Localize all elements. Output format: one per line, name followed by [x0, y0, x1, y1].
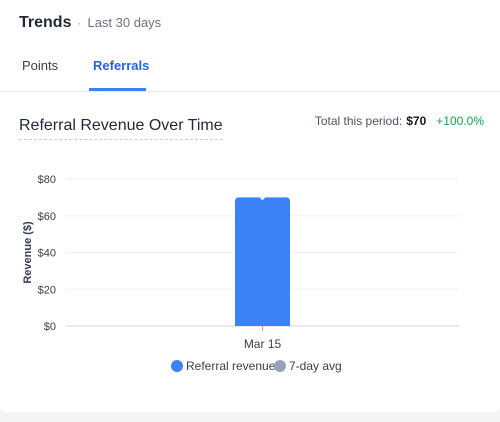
- revenue-chart: $0 $20 $40 $60 $80 Revenue ($) Mar 15 Referral …: [22, 174, 459, 373]
- card-header: Trends · Last 30 days: [19, 14, 161, 32]
- y-tick-label: $80: [38, 174, 56, 186]
- period-total: Total this period: $70 +100.0%: [315, 114, 484, 128]
- total-label: Total this period:: [314, 114, 403, 128]
- y-tick-label: $60: [38, 211, 56, 223]
- legend-swatch: [171, 360, 183, 372]
- x-tick-label: Mar 15: [244, 337, 282, 351]
- total-change: +100.0%: [436, 114, 484, 128]
- tab-referrals[interactable]: Referrals: [93, 58, 150, 73]
- header-separator: ·: [77, 16, 82, 30]
- y-tick-label: $40: [38, 248, 56, 260]
- y-tick-label: $20: [38, 284, 56, 296]
- legend-label: Referral revenue: [186, 359, 276, 373]
- total-amount: $70: [406, 114, 427, 128]
- y-tick-label: $0: [44, 321, 56, 333]
- revenue-bar: [235, 197, 290, 326]
- tab-points[interactable]: Points: [22, 58, 59, 73]
- chart-title: Referral Revenue Over Time: [19, 117, 223, 140]
- avg-point: [259, 197, 266, 201]
- active-tab-indicator: [89, 88, 146, 91]
- y-axis-label: Revenue ($): [22, 221, 34, 284]
- legend-swatch: [274, 360, 286, 372]
- legend-label: 7-day avg: [289, 359, 342, 373]
- date-range-label: Last 30 days: [87, 15, 162, 30]
- tab-bar: Points Referrals: [0, 50, 500, 92]
- trends-card: Trends · Last 30 days Points Referrals R…: [0, 0, 500, 412]
- card-title: Trends: [19, 14, 72, 31]
